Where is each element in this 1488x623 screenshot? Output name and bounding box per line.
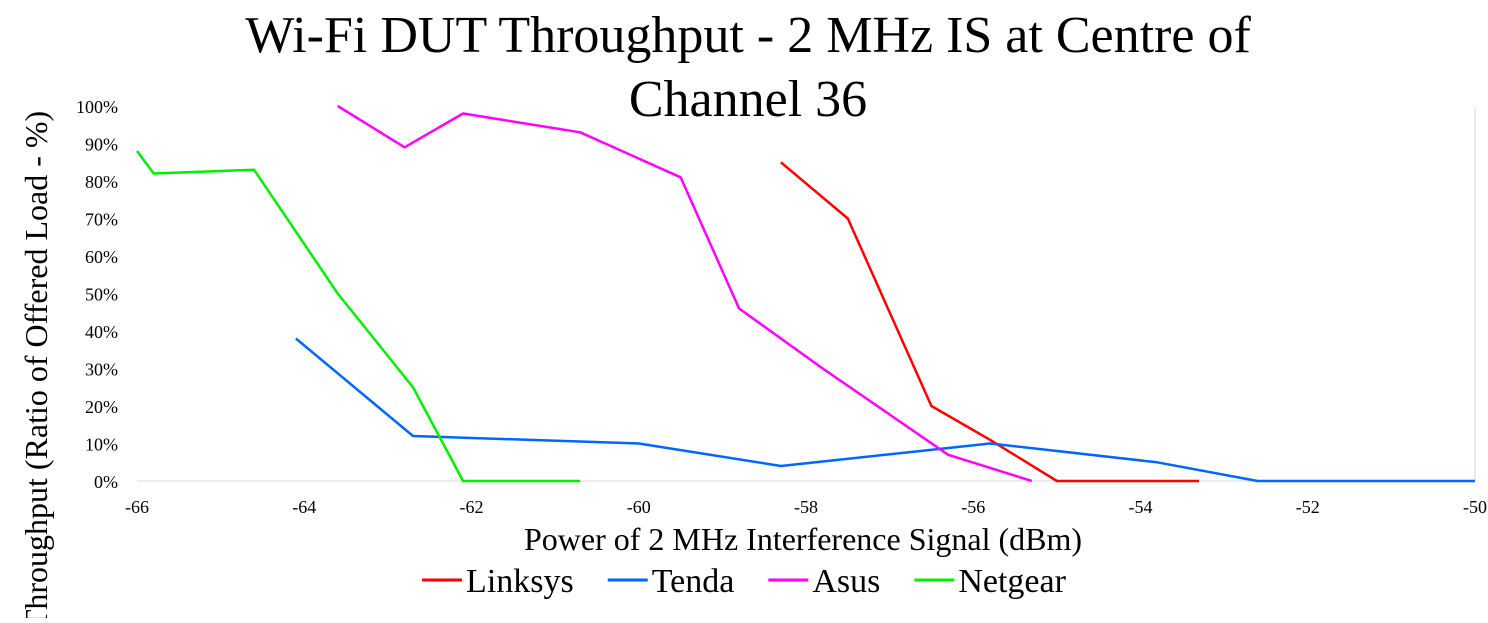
y-tick-label: 40% <box>85 322 118 342</box>
chart-title: Wi-Fi DUT Throughput - 2 MHz IS at Centr… <box>245 7 1251 128</box>
y-tick-label: 80% <box>85 172 118 192</box>
y-tick-label: 30% <box>85 360 118 380</box>
x-tick-label: -50 <box>1463 497 1487 517</box>
series-line-netgear <box>135 150 581 483</box>
y-tick-label: 90% <box>85 135 118 155</box>
x-tick-label: -58 <box>794 497 818 517</box>
chart-title-line-1: Wi-Fi DUT Throughput - 2 MHz IS at Centr… <box>245 7 1251 64</box>
series-lines <box>135 104 1475 483</box>
y-tick-label: 0% <box>94 472 118 492</box>
x-tick-label: -62 <box>460 497 484 517</box>
chart-title-line-2: Channel 36 <box>629 71 867 128</box>
series-line-linksys <box>780 161 1199 483</box>
y-tick-label: 50% <box>85 285 118 305</box>
series-line-tenda <box>295 337 1475 483</box>
legend-label-netgear: Netgear <box>958 563 1066 600</box>
x-tick-label: -52 <box>1296 497 1320 517</box>
legend-label-linksys: Linksys <box>466 563 574 600</box>
legend-label-tenda: Tenda <box>652 563 735 600</box>
x-axis-ticks: -66 -64 -62 -60 -58 -56 -54 -52 -50 <box>125 497 1487 517</box>
y-axis-title: Throughput (Ratio of Offered Load - %) <box>18 111 54 618</box>
y-tick-label: 60% <box>85 247 118 267</box>
y-tick-label: 20% <box>85 397 118 417</box>
x-axis-title: Power of 2 MHz Interference Signal (dBm) <box>524 521 1082 557</box>
legend-label-asus: Asus <box>812 563 880 600</box>
x-tick-label: -64 <box>292 497 316 517</box>
y-tick-label: 10% <box>85 435 118 455</box>
x-tick-label: -66 <box>125 497 149 517</box>
y-tick-label: 70% <box>85 210 118 230</box>
y-axis-ticks: 0% 10% 20% 30% 40% 50% 60% 70% 80% 90% 100% <box>76 97 118 492</box>
x-tick-label: -54 <box>1129 497 1153 517</box>
series-line-asus <box>337 104 1033 483</box>
x-tick-label: -56 <box>961 497 985 517</box>
x-tick-label: -60 <box>627 497 651 517</box>
legend: Linksys Tenda Asus Netgear <box>422 563 1067 600</box>
y-tick-label: 100% <box>76 97 118 117</box>
